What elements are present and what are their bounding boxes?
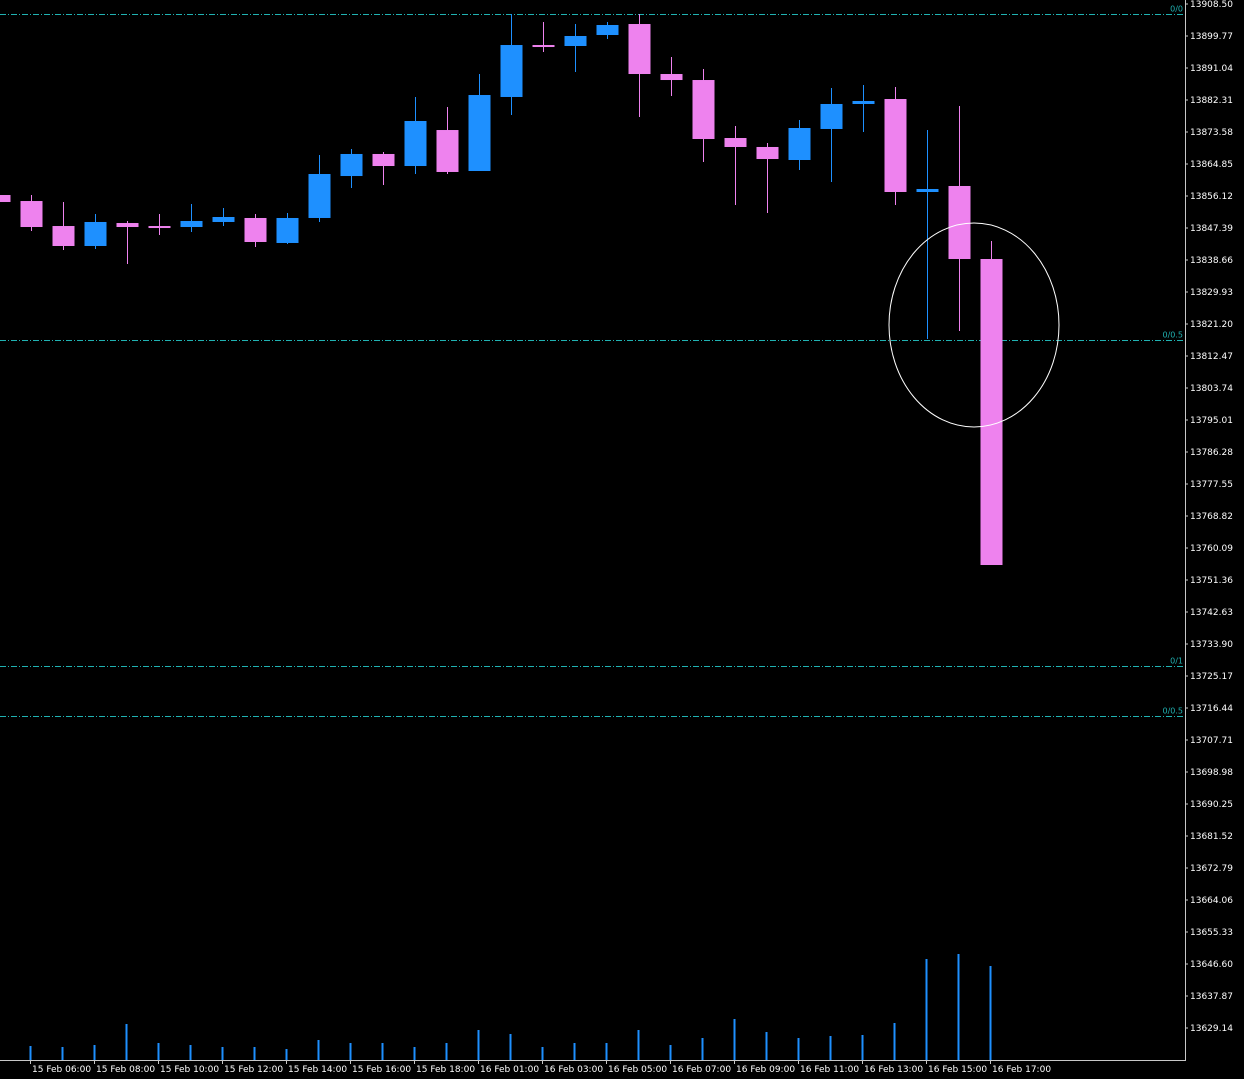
y-tick-label: 13768.82 [1190, 512, 1233, 522]
y-tick-label: 13664.06 [1190, 896, 1233, 906]
level-label: 0/0.5 [1162, 707, 1183, 716]
y-tick-label: 13733.90 [1190, 640, 1233, 650]
candle-body [660, 74, 683, 81]
x-tick-label: 15 Feb 10:00 [160, 1065, 219, 1075]
candle-body [756, 146, 779, 160]
candle-body [852, 100, 875, 104]
candle-body [596, 24, 619, 36]
y-tick-label: 13908.50 [1190, 0, 1233, 10]
x-tick-label: 16 Feb 17:00 [992, 1065, 1051, 1075]
candle-body [500, 45, 523, 97]
x-tick-label: 15 Feb 16:00 [352, 1065, 411, 1075]
y-tick-label: 13873.58 [1190, 128, 1233, 138]
candle-body [628, 24, 651, 75]
candle-body [564, 35, 587, 47]
candle-body [276, 217, 299, 243]
x-tick-label: 15 Feb 14:00 [288, 1065, 347, 1075]
y-tick-label: 13882.31 [1190, 96, 1233, 106]
candle-body [404, 120, 427, 167]
x-tick-label: 15 Feb 06:00 [32, 1065, 91, 1075]
candle-body [980, 259, 1003, 566]
candle-body [884, 99, 907, 193]
y-tick-label: 13646.60 [1190, 960, 1233, 970]
candle-body [180, 220, 203, 228]
y-tick-label: 13856.12 [1190, 192, 1233, 202]
y-tick-label: 13786.28 [1190, 448, 1233, 458]
candle-body [948, 185, 971, 260]
annotation-ellipse [888, 222, 1060, 428]
candle-body [244, 217, 267, 242]
candle-body [116, 223, 139, 228]
y-tick-label: 13672.79 [1190, 864, 1233, 874]
x-tick-label: 16 Feb 09:00 [736, 1065, 795, 1075]
candle-body [436, 130, 459, 172]
y-tick-label: 13655.33 [1190, 928, 1233, 938]
y-tick-label: 13742.63 [1190, 608, 1233, 618]
y-tick-label: 13681.52 [1190, 832, 1233, 842]
candle-body [20, 201, 43, 228]
y-tick-label: 13829.93 [1190, 288, 1233, 298]
candle-body [0, 195, 11, 203]
y-tick-label: 13698.98 [1190, 768, 1233, 778]
candle-body [84, 221, 107, 246]
y-tick-label: 13812.47 [1190, 352, 1233, 362]
y-tick-label: 13716.44 [1190, 704, 1233, 714]
y-tick-label: 13891.04 [1190, 64, 1233, 74]
y-tick-label: 13690.25 [1190, 800, 1233, 810]
y-tick-label: 13725.17 [1190, 672, 1233, 682]
x-tick-label: 16 Feb 15:00 [928, 1065, 987, 1075]
candle-body [820, 103, 843, 129]
candle-body [468, 95, 491, 171]
x-tick-label: 16 Feb 13:00 [864, 1065, 923, 1075]
candle-body [308, 174, 331, 218]
x-tick-label: 16 Feb 03:00 [544, 1065, 603, 1075]
y-tick-label: 13777.55 [1190, 480, 1233, 490]
level-label: 0/0 [1170, 5, 1183, 14]
y-tick-label: 13899.77 [1190, 32, 1233, 42]
candle-body [916, 188, 939, 193]
candle-body [52, 226, 75, 246]
y-tick-label: 13760.09 [1190, 544, 1233, 554]
y-tick-label: 13803.74 [1190, 384, 1233, 394]
y-tick-label: 13847.39 [1190, 224, 1233, 234]
volume-bars [29, 954, 992, 1060]
x-tick-label: 15 Feb 18:00 [416, 1065, 475, 1075]
y-tick-label: 13707.71 [1190, 736, 1233, 746]
y-tick-label: 13629.14 [1190, 1024, 1233, 1034]
x-tick-label: 16 Feb 01:00 [480, 1065, 539, 1075]
axes: 13908.50 13899.77 13891.04 13882.31 13873.58… [30, 0, 1233, 1075]
candles [0, 14, 1003, 566]
x-tick-label: 15 Feb 12:00 [224, 1065, 283, 1075]
x-tick-label: 16 Feb 07:00 [672, 1065, 731, 1075]
candle-body [340, 153, 363, 177]
y-tick-label: 13821.20 [1190, 320, 1233, 330]
y-tick-label: 13637.87 [1190, 992, 1233, 1002]
level-label: 0/0.5 [1162, 331, 1183, 340]
candle-body [788, 128, 811, 161]
x-tick-label: 15 Feb 08:00 [96, 1065, 155, 1075]
candle-body [724, 138, 747, 147]
level-label: 0/1 [1170, 657, 1183, 666]
y-tick-label: 13864.85 [1190, 160, 1233, 170]
candle-body [372, 153, 395, 167]
candle-body [532, 45, 555, 48]
y-tick-label: 13838.66 [1190, 256, 1233, 266]
x-tick-label: 16 Feb 11:00 [800, 1065, 859, 1075]
candle-body [212, 216, 235, 222]
candle-body [148, 226, 171, 229]
candle-body [692, 80, 715, 139]
y-tick-label: 13751.36 [1190, 576, 1233, 586]
y-tick-label: 13795.01 [1190, 416, 1233, 426]
x-tick-label: 16 Feb 05:00 [608, 1065, 667, 1075]
